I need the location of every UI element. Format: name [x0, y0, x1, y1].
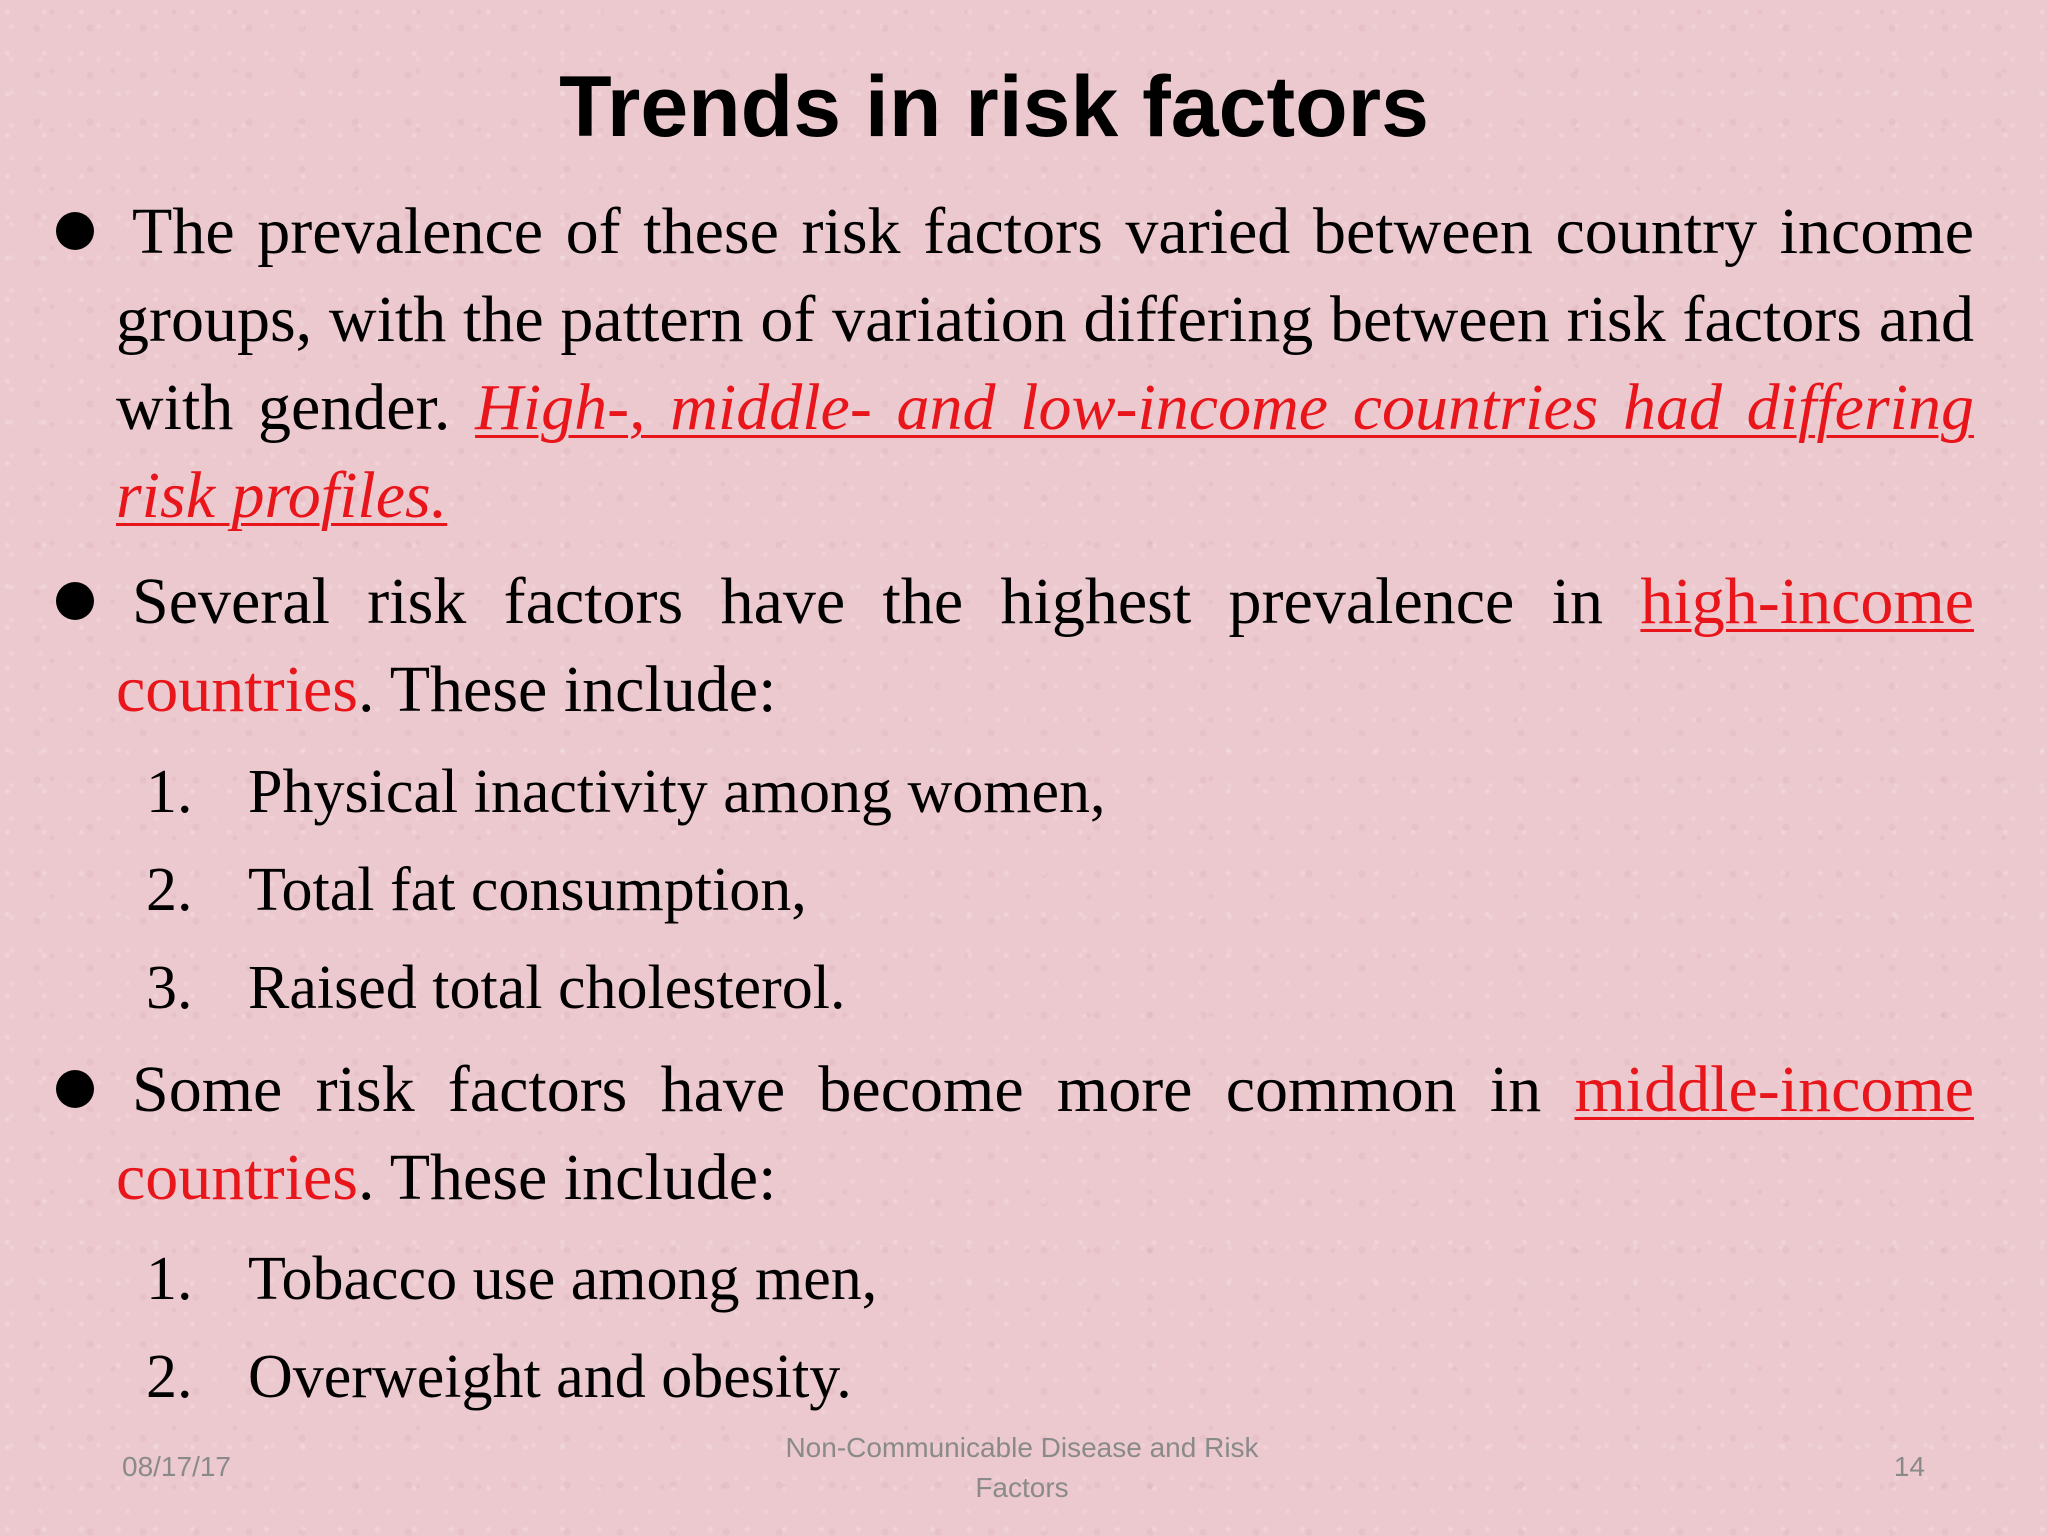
bullet-2-highlight-underlined: high-income: [1640, 565, 1974, 638]
bullet-2-text-tail: . These include:: [357, 653, 777, 726]
bullet-3: Some risk factors have become more commo…: [56, 1046, 1974, 1222]
slide-title: Trends in risk factors: [559, 59, 1429, 155]
bullet-3-text-lead: Some risk factors have become more commo…: [132, 1053, 1575, 1126]
footer-title: Non-Communicable Disease and Risk Factor…: [785, 1432, 1259, 1503]
bullet-3-text-tail: . These include:: [357, 1141, 777, 1214]
bullet-3-highlight: countries: [116, 1141, 358, 1214]
bullet-1-text: The prevalence of these risk factors var…: [116, 195, 1974, 444]
footer-page-number: 14: [1893, 1451, 1925, 1482]
bullet-2: Several risk factors have the highest pr…: [56, 558, 1974, 734]
bullet-dot-icon: [56, 1070, 94, 1108]
list-item-text: Overweight and obesity.: [248, 1343, 852, 1411]
list-item-text: Physical inactivity among women,: [248, 758, 1106, 826]
bullet-2-text-lead: Several risk factors have the highest pr…: [132, 565, 1641, 638]
footer-date: 08/17/17: [122, 1451, 231, 1482]
list-middle-income: 1. Tobacco use among men, 2. Overweight an…: [146, 1230, 877, 1426]
list-item-text: Raised total cholesterol.: [248, 954, 846, 1022]
list-high-income: 1. Physical inactivity among women, 2. Tot…: [146, 743, 1106, 1037]
list-item: 3. Raised total cholesterol.: [146, 939, 1106, 1037]
bullet-1: The prevalence of these risk factors var…: [56, 188, 1974, 540]
list-item: 2. Overweight and obesity.: [146, 1328, 877, 1426]
bullet-2-highlight: countries: [116, 653, 358, 726]
bullet-1-emphasis: High-, middle- and low-income countries …: [116, 371, 1974, 532]
list-number: 1.: [146, 758, 193, 826]
bullet-3-highlight-underlined: middle-income: [1574, 1053, 1974, 1126]
list-number: 2.: [146, 1343, 193, 1411]
list-number: 1.: [146, 1245, 193, 1313]
list-item: 2. Total fat consumption,: [146, 841, 1106, 939]
list-item: 1. Physical inactivity among women,: [146, 743, 1106, 841]
list-number: 3.: [146, 954, 193, 1022]
bullet-dot-icon: [56, 582, 94, 620]
bullet-dot-icon: [56, 212, 94, 250]
list-item-text: Tobacco use among men,: [248, 1245, 878, 1313]
list-item: 1. Tobacco use among men,: [146, 1230, 877, 1328]
list-item-text: Total fat consumption,: [248, 856, 807, 924]
list-number: 2.: [146, 856, 193, 924]
